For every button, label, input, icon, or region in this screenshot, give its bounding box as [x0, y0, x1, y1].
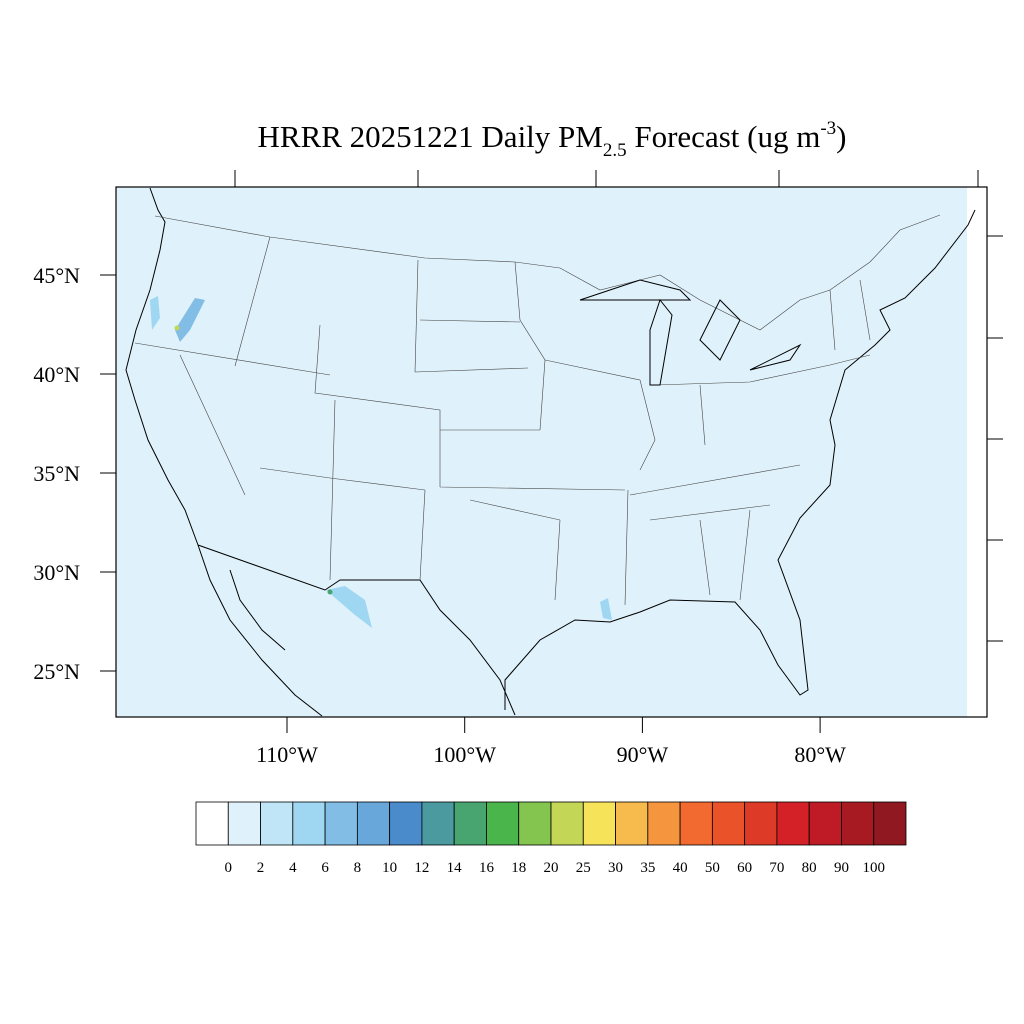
colorbar-label: 4 [289, 860, 297, 876]
colorbar-label: 90 [834, 860, 849, 876]
colorbar-label: 100 [862, 860, 885, 876]
colorbar-box [744, 801, 778, 846]
lat-label: 35°N [33, 461, 80, 486]
colorbar-label: 50 [705, 860, 720, 876]
great-lakes [579, 279, 802, 386]
lat-label: 30°N [33, 560, 80, 585]
state-boundaries [134, 214, 941, 606]
colorbar-box [421, 801, 455, 846]
lon-label: 110°W [256, 742, 318, 767]
colorbar-label: 10 [382, 860, 397, 876]
colorbar-label: 80 [802, 860, 817, 876]
colorbar-label: 40 [673, 860, 688, 876]
smoke [327, 589, 333, 595]
colorbar-label: 18 [511, 860, 526, 876]
lat-label: 45°N [33, 263, 80, 288]
lon-label: 100°W [433, 742, 496, 767]
smoke [175, 298, 205, 342]
colorbar-box [453, 801, 487, 846]
colorbar-label: 20 [544, 860, 559, 876]
colorbar-label: 35 [640, 860, 655, 876]
map-background [116, 187, 967, 717]
colorbar-label: 14 [447, 860, 463, 876]
colorbar-label: 12 [414, 860, 429, 876]
colorbar-box [260, 801, 294, 846]
map-frame [115, 186, 988, 718]
colorbar-label: 25 [576, 860, 591, 876]
colorbar-box [227, 801, 261, 846]
colorbar-label: 2 [257, 860, 265, 876]
title-middle: Forecast (ug m [627, 119, 821, 154]
title-superscript: -3 [820, 118, 836, 139]
colorbar-box [292, 801, 326, 846]
lat-label: 40°N [33, 362, 80, 387]
colorbar-box [486, 801, 520, 846]
colorbar-box [356, 801, 391, 846]
colorbar-box [679, 801, 713, 846]
colorbar-box [808, 801, 842, 846]
smoke [150, 296, 160, 330]
colorbar-box [550, 801, 584, 846]
colorbar-label: 0 [225, 860, 233, 876]
colorbar-label: 70 [769, 860, 784, 876]
colorbar-box [776, 801, 810, 846]
colorbar-label: 60 [737, 860, 752, 876]
lon-label: 90°W [617, 742, 669, 767]
map [115, 186, 988, 718]
title-end: ) [836, 119, 846, 154]
colorbar-label: 16 [479, 860, 495, 876]
title-subscript: 2.5 [603, 140, 627, 161]
colorbar-box [841, 801, 875, 846]
colorbar-box [389, 801, 423, 846]
colorbar-label: 30 [608, 860, 623, 876]
colorbar-box [711, 801, 746, 846]
colorbar: 0 2 4 6 8 10 12 14 16 18 20 25 30 35 40 50 60 70 80 90 100 [195, 801, 907, 876]
colorbar-box [647, 801, 681, 846]
colorbar-box [615, 801, 649, 846]
title: HRRR 20251221 Daily PM2.5 Forecast (ug m… [258, 118, 847, 161]
smoke [326, 586, 372, 628]
colorbar-box [324, 801, 358, 846]
colorbar-box [518, 801, 552, 846]
lat-label: 25°N [33, 659, 80, 684]
colorbar-label: 8 [354, 860, 362, 876]
axes: 45°N 40°N 35°N 30°N 25°N 110°W 100°W 90°W 80°W [33, 170, 1003, 767]
coastline [125, 187, 976, 717]
smoke [600, 598, 612, 620]
lon-label: 80°W [794, 742, 846, 767]
colorbar-box [582, 801, 616, 846]
smoke [174, 325, 180, 331]
title-main: HRRR 20251221 Daily PM [258, 119, 603, 154]
colorbar-box [873, 801, 907, 846]
colorbar-label: 6 [321, 860, 329, 876]
colorbar-box [195, 801, 229, 846]
